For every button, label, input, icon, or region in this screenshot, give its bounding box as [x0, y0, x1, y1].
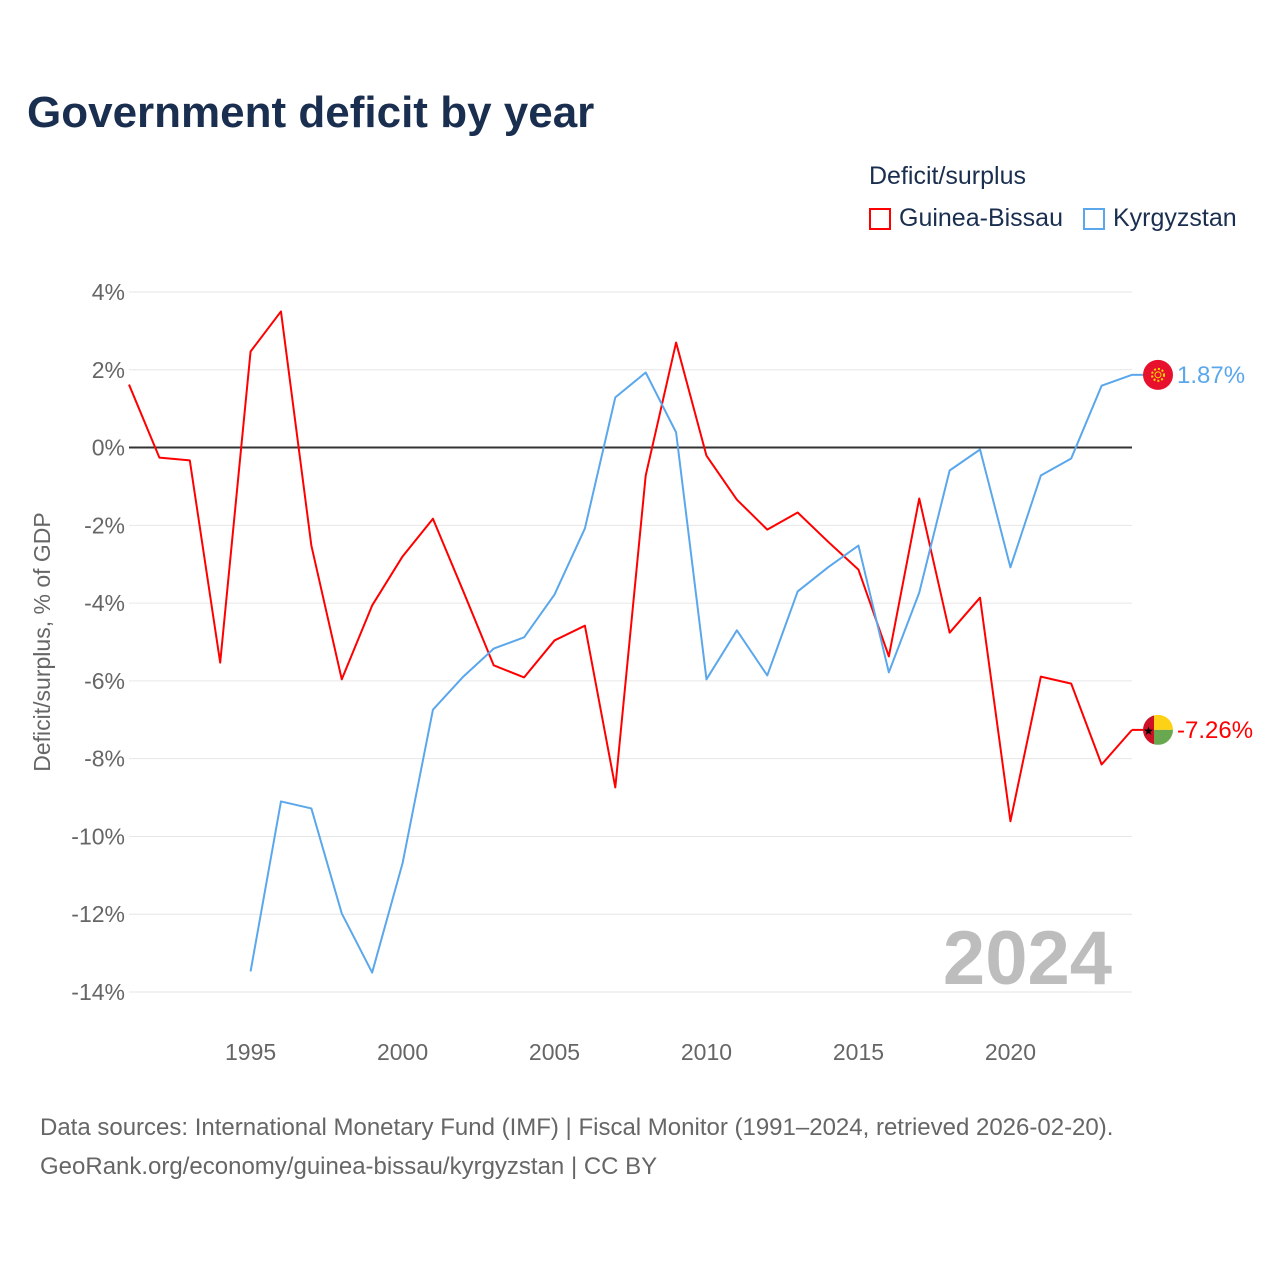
flag-sun-icon — [1151, 367, 1165, 382]
x-tick-label: 2020 — [985, 1039, 1036, 1065]
y-tick-label: -6% — [84, 668, 125, 694]
series-line-kyrgyzstan — [249, 371, 1133, 974]
legend-title: Deficit/surplus — [869, 162, 1026, 190]
y-tick-label: -8% — [84, 746, 125, 772]
legend-label: Guinea-Bissau — [899, 204, 1063, 232]
x-tick-label: 2010 — [681, 1039, 732, 1065]
chart-title: Government deficit by year — [27, 88, 595, 137]
year-watermark: 2024 — [943, 916, 1112, 1001]
legend-swatch — [1083, 207, 1105, 230]
sources-link[interactable]: GeoRank.org/economy/guinea-bissau/kyrgyz… — [40, 1153, 658, 1180]
y-tick-label: -4% — [84, 590, 125, 616]
flag-sun-center — [1154, 371, 1162, 379]
y-tick-label: -2% — [84, 512, 125, 538]
guinea-bissau-flag-icon: ★ — [1143, 714, 1173, 745]
flag-yellow — [1154, 714, 1173, 730]
x-tick-label: 1995 — [225, 1039, 276, 1065]
y-tick-label: -14% — [71, 979, 125, 1005]
end-value-label: -7.26% — [1177, 717, 1253, 744]
kyrgyzstan-flag-icon — [1143, 359, 1173, 390]
flag-red — [1143, 714, 1154, 745]
flag-green — [1154, 729, 1173, 745]
legend-item-kyrgyzstan[interactable]: Kyrgyzstan — [1083, 204, 1237, 233]
sources: Data sources: International Monetary Fun… — [40, 1108, 1113, 1186]
y-tick-label: 2% — [92, 357, 125, 383]
legend-label: Kyrgyzstan — [1113, 204, 1237, 232]
flag-star-icon: ★ — [1143, 724, 1154, 738]
y-tick-label: 0% — [92, 435, 125, 461]
y-tick-label: -10% — [71, 823, 125, 849]
y-tick-label: 4% — [92, 279, 125, 305]
y-tick-label: -12% — [71, 901, 125, 927]
legend-item-guinea-bissau[interactable]: Guinea-Bissau — [869, 204, 1063, 233]
y-axis-label: Deficit/surplus, % of GDP — [29, 512, 55, 771]
x-tick-label: 2000 — [377, 1039, 428, 1065]
end-value-label: 1.87% — [1177, 362, 1245, 389]
x-tick-label: 2005 — [529, 1039, 580, 1065]
sources-line: Data sources: International Monetary Fun… — [40, 1114, 1114, 1141]
series-line-guinea-bissau — [128, 310, 1133, 823]
x-tick-label: 2015 — [833, 1039, 884, 1065]
legend-swatch — [869, 207, 891, 230]
